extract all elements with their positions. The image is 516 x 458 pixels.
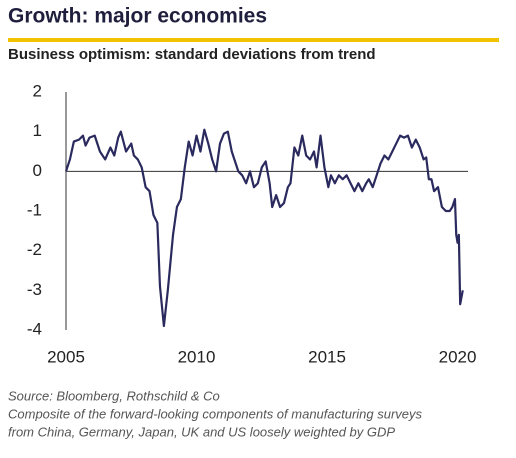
chart-subtitle: Business optimism: standard deviations f… <box>8 46 376 63</box>
y-tick-label: -3 <box>27 280 42 299</box>
y-tick-label: -1 <box>27 200 42 219</box>
note: from China, Germany, Japan, UK and US lo… <box>8 424 395 439</box>
x-tick-label: 2015 <box>308 347 346 366</box>
source: Source: Bloomberg, Rothschild & Co <box>8 388 220 403</box>
title-rule <box>8 38 499 42</box>
x-tick-label: 2010 <box>178 347 216 366</box>
x-tick-label: 2020 <box>439 347 477 366</box>
y-tick-label: -4 <box>27 319 42 338</box>
x-tick-label: 2005 <box>47 347 85 366</box>
y-tick-label: -2 <box>27 240 42 259</box>
y-tick-label: 2 <box>33 81 42 100</box>
y-tick-label: 0 <box>33 161 42 180</box>
chart-title: Growth: major economies <box>8 5 267 28</box>
note: Composite of the forward-looking compone… <box>8 406 423 421</box>
y-tick-label: 1 <box>33 121 42 140</box>
data-line <box>64 128 464 328</box>
